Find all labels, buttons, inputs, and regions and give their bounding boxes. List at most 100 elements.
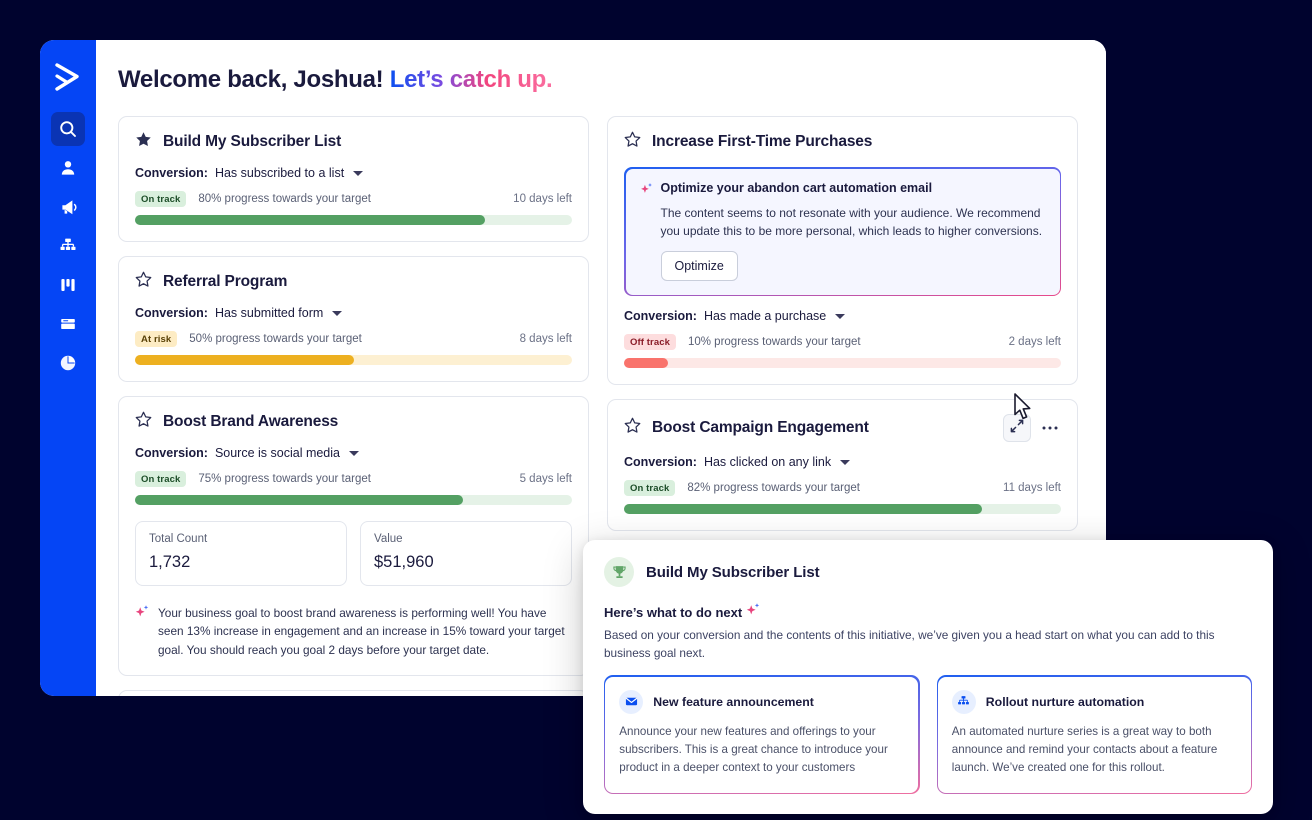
chevron-down-icon[interactable] — [353, 170, 364, 176]
ai-description: The content seems to not resonate with y… — [660, 205, 1043, 238]
modal-description: Based on your conversion and the content… — [604, 628, 1215, 660]
suggestion-description: Announce your new features and offerings… — [619, 724, 888, 774]
card-title: Build My Subscriber List — [163, 133, 342, 150]
progress-bar-fill — [624, 358, 668, 368]
contacts-icon — [59, 159, 77, 177]
next-steps-modal: Build My Subscriber List Here’s what to … — [583, 540, 1273, 814]
stats-row: Total Count 1,732 Value $51,960 — [135, 521, 572, 586]
ai-title: Optimize your abandon cart automation em… — [660, 180, 933, 195]
conversion-label: Conversion: — [624, 309, 697, 323]
star-filled-icon[interactable] — [135, 131, 152, 153]
trophy-icon — [604, 557, 634, 587]
sidebar-item-contacts[interactable] — [51, 151, 85, 185]
card-header: Boost Campaign Engagement — [624, 414, 1061, 442]
conversion-row: Conversion: Has clicked on any link — [624, 455, 1061, 469]
goal-card-build-my-subscriber-list[interactable]: Build My Subscriber List Conversion: Has… — [118, 116, 589, 242]
status-badge: On track — [135, 471, 187, 487]
chevron-down-icon[interactable] — [835, 313, 846, 319]
card-actions — [1003, 414, 1061, 442]
card-header: Referral Program — [135, 271, 572, 293]
goal-columns: Build My Subscriber List Conversion: Has… — [118, 116, 1078, 696]
star-outline-icon[interactable] — [624, 131, 641, 153]
progress-bar — [624, 358, 1061, 368]
left-column: Build My Subscriber List Conversion: Has… — [118, 116, 589, 696]
modal-subtitle: Here’s what to do next — [604, 605, 743, 620]
automations-flow-icon — [59, 237, 77, 255]
suggestion-card-rollout-nurture-automation[interactable]: Rollout nurture automation An automated … — [936, 675, 1252, 794]
progress-bar — [624, 504, 1061, 514]
sidebar — [40, 40, 96, 696]
sidebar-item-reports[interactable] — [51, 346, 85, 380]
goal-card-boost-brand-awareness[interactable]: Boost Brand Awareness Conversion: Source… — [118, 396, 589, 676]
card-title: Increase First-Time Purchases — [652, 133, 873, 150]
progress-bar-fill — [135, 215, 485, 225]
sidebar-item-pages[interactable] — [51, 307, 85, 341]
stat-total-count: Total Count 1,732 — [135, 521, 347, 586]
goal-card-referral-program[interactable]: Referral Program Conversion: Has submitt… — [118, 256, 589, 382]
star-outline-icon[interactable] — [624, 417, 641, 439]
conversion-value: Has subscribed to a list — [214, 166, 345, 180]
more-options-button[interactable] — [1039, 417, 1061, 439]
conversion-value: Has made a purchase — [703, 309, 827, 323]
right-column: Increase First-Time Purchases — [607, 116, 1078, 597]
stat-label: Value — [374, 533, 403, 545]
card-header: Increase First-Time Purchases — [624, 131, 1061, 153]
sparkle-icon — [746, 602, 760, 623]
campaigns-megaphone-icon — [59, 198, 78, 217]
page-title: Welcome back, Joshua! Let’s catch up. — [118, 66, 1078, 94]
status-badge: Off track — [624, 334, 676, 350]
modal-subtitle-row: Here’s what to do next — [604, 602, 1252, 623]
conversion-row: Conversion: Has made a purchase — [624, 309, 1061, 323]
stat-value-amount: Value $51,960 — [360, 521, 572, 586]
suggestion-description: An automated nurture series is a great w… — [951, 724, 1218, 774]
progress-text: 50% progress towards your target — [189, 333, 362, 345]
sparkle-icon — [640, 182, 653, 201]
status-badge: On track — [135, 191, 187, 207]
suggestion-card-new-feature-announcement[interactable]: New feature announcement Announce your n… — [604, 675, 920, 794]
suggestion-inner: New feature announcement Announce your n… — [605, 676, 919, 793]
star-outline-icon[interactable] — [135, 411, 152, 433]
modal-title: Build My Subscriber List — [646, 563, 820, 581]
progress-bar — [135, 355, 572, 365]
chevron-down-icon[interactable] — [349, 450, 359, 456]
card-header: Build My Subscriber List — [135, 131, 572, 153]
envelope-icon — [619, 689, 644, 714]
expand-arrows-icon — [1010, 419, 1024, 438]
greeting-accent: Let’s catch up. — [389, 66, 553, 93]
chevron-down-icon[interactable] — [840, 459, 851, 465]
card-header: Boost Brand Awareness — [135, 411, 572, 433]
sidebar-item-campaigns[interactable] — [51, 190, 85, 224]
sidebar-item-search[interactable] — [51, 112, 85, 146]
goal-card-boost-campaign-engagement[interactable]: Boost Campaign Engagement — [607, 399, 1078, 531]
expand-button[interactable] — [1003, 414, 1031, 442]
chevron-down-icon[interactable] — [332, 310, 343, 316]
stat-label: Total Count — [149, 533, 208, 545]
days-left: 8 days left — [519, 333, 572, 345]
progress-meta: At risk 50% progress towards your target… — [135, 331, 572, 347]
sidebar-item-automations[interactable] — [51, 229, 85, 263]
progress-text: 82% progress towards your target — [687, 482, 860, 494]
progress-bar-fill — [135, 495, 463, 505]
suggestion-title: New feature announcement — [653, 694, 814, 709]
ai-recommendation-inner: Optimize your abandon cart automation em… — [625, 168, 1060, 295]
card-title: Boost Brand Awareness — [163, 413, 339, 430]
status-badge: At risk — [135, 331, 178, 347]
sidebar-item-deals[interactable] — [51, 268, 85, 302]
conversion-label: Conversion: — [624, 455, 697, 469]
suggestion-inner: Rollout nurture automation An automated … — [937, 676, 1251, 793]
progress-bar-fill — [624, 504, 983, 514]
conversion-row: Conversion: Has subscribed to a list — [135, 166, 572, 180]
deals-kanban-icon — [59, 276, 77, 294]
conversion-value: Source is social media — [214, 446, 340, 460]
progress-meta: On track 80% progress towards your targe… — [135, 191, 572, 207]
goal-card-increase-first-time-purchases[interactable]: Increase First-Time Purchases — [607, 116, 1078, 385]
progress-bar — [135, 495, 572, 505]
progress-meta: On track 75% progress towards your targe… — [135, 471, 572, 487]
goal-card-expand-into-new-geos[interactable]: Expand into New Geos — [118, 689, 589, 696]
optimize-button[interactable]: Optimize — [660, 250, 738, 281]
pages-window-icon — [59, 315, 77, 333]
stat-value: 1,732 — [149, 553, 191, 571]
star-outline-icon[interactable] — [135, 271, 152, 293]
activecampaign-logo-icon[interactable] — [48, 54, 88, 100]
